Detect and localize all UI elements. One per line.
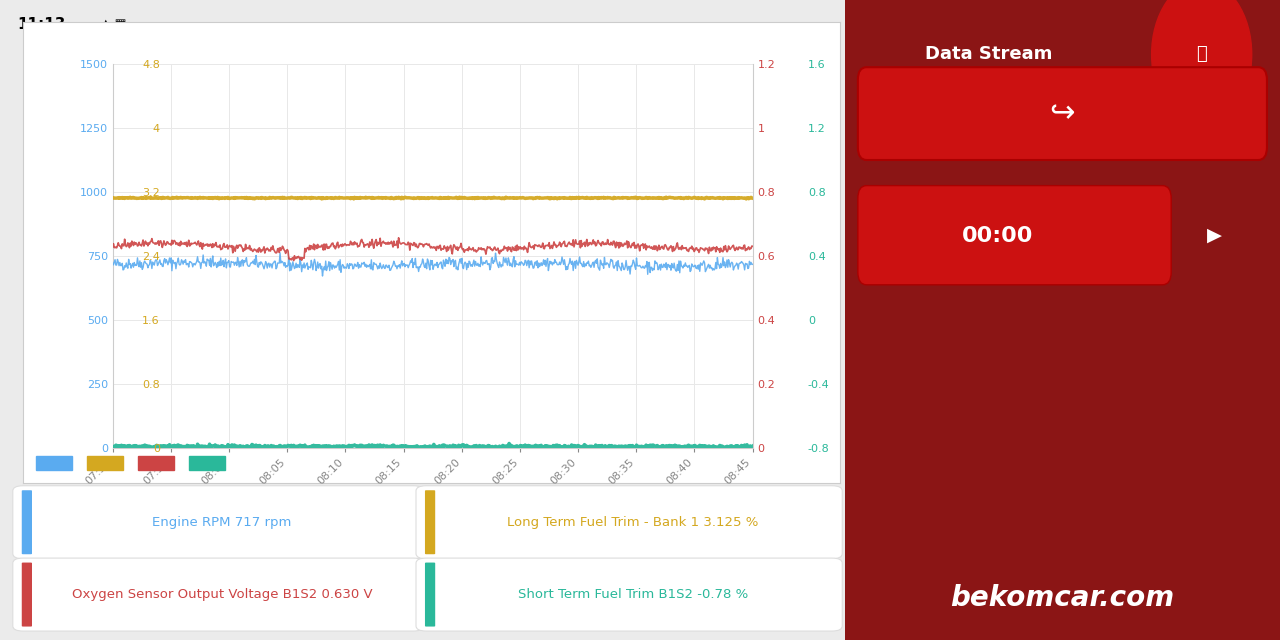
Text: ▶: ▶ [1207, 226, 1222, 245]
Text: 11:13: 11:13 [17, 17, 65, 32]
Text: Data Stream: Data Stream [924, 45, 1052, 63]
Text: ↪: ↪ [1050, 99, 1075, 129]
Text: Oxygen Sensor Output Voltage B1S2 0.630 V: Oxygen Sensor Output Voltage B1S2 0.630 … [72, 588, 372, 601]
Text: Engine RPM 717 rpm: Engine RPM 717 rpm [152, 516, 292, 529]
FancyBboxPatch shape [858, 186, 1171, 285]
Text: bekomcar.com: bekomcar.com [950, 584, 1175, 612]
Circle shape [1152, 0, 1252, 128]
Text: Short Term Fuel Trim B1S2 -0.78 %: Short Term Fuel Trim B1S2 -0.78 % [518, 588, 748, 601]
FancyBboxPatch shape [858, 67, 1267, 160]
Text: 📷: 📷 [1197, 45, 1207, 63]
Text: Long Term Fuel Trim - Bank 1 3.125 %: Long Term Fuel Trim - Bank 1 3.125 % [507, 516, 759, 529]
Text: ▲ ▦: ▲ ▦ [101, 18, 127, 31]
Text: 00:00: 00:00 [961, 225, 1033, 246]
